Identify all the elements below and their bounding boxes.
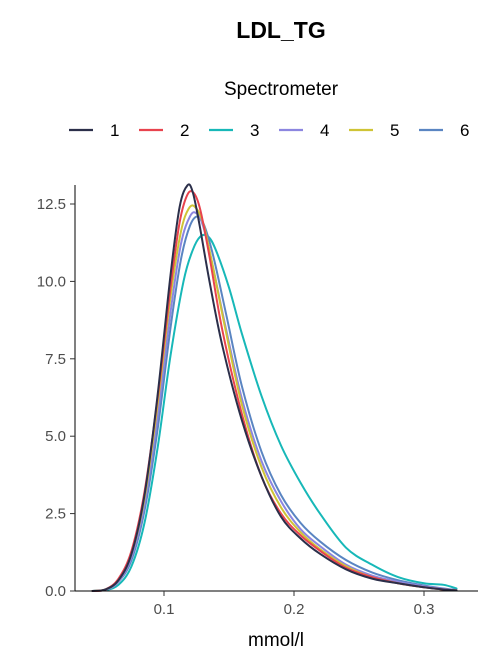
legend: 1 2 3 4 5 6 [69,121,469,140]
series-line-6 [91,215,458,592]
legend-label-4: 4 [320,121,329,140]
series-line-3 [91,233,458,592]
legend-label-6: 6 [460,121,469,140]
chart-title: LDL_TG [236,17,325,43]
x-tick-label: 0.3 [414,601,435,618]
x-tick-label: 0.2 [284,601,305,618]
y-tick-label: 10.0 [37,273,66,290]
x-axis-title: mmol/l [248,630,304,651]
legend-label-1: 1 [110,121,119,140]
legend-title: Spectrometer [224,79,339,100]
y-tick-label: 12.5 [37,196,66,213]
y-tick-label: 0.0 [45,583,66,600]
plot-area [91,183,458,592]
y-tick-label: 7.5 [45,351,66,368]
legend-label-2: 2 [180,121,189,140]
series-line-4 [91,211,458,592]
y-tick-label: 2.5 [45,506,66,523]
y-axis-ticks: 0.0 2.5 5.0 7.5 10.0 12.5 [37,196,75,600]
legend-label-3: 3 [250,121,259,140]
series-line-2 [91,190,458,592]
legend-label-5: 5 [390,121,399,140]
x-axis-ticks: 0.1 0.2 0.3 [154,591,435,618]
y-tick-label: 5.0 [45,428,66,445]
series-line-5 [91,204,458,592]
series-line-1 [91,183,458,592]
x-tick-label: 0.1 [154,601,175,618]
